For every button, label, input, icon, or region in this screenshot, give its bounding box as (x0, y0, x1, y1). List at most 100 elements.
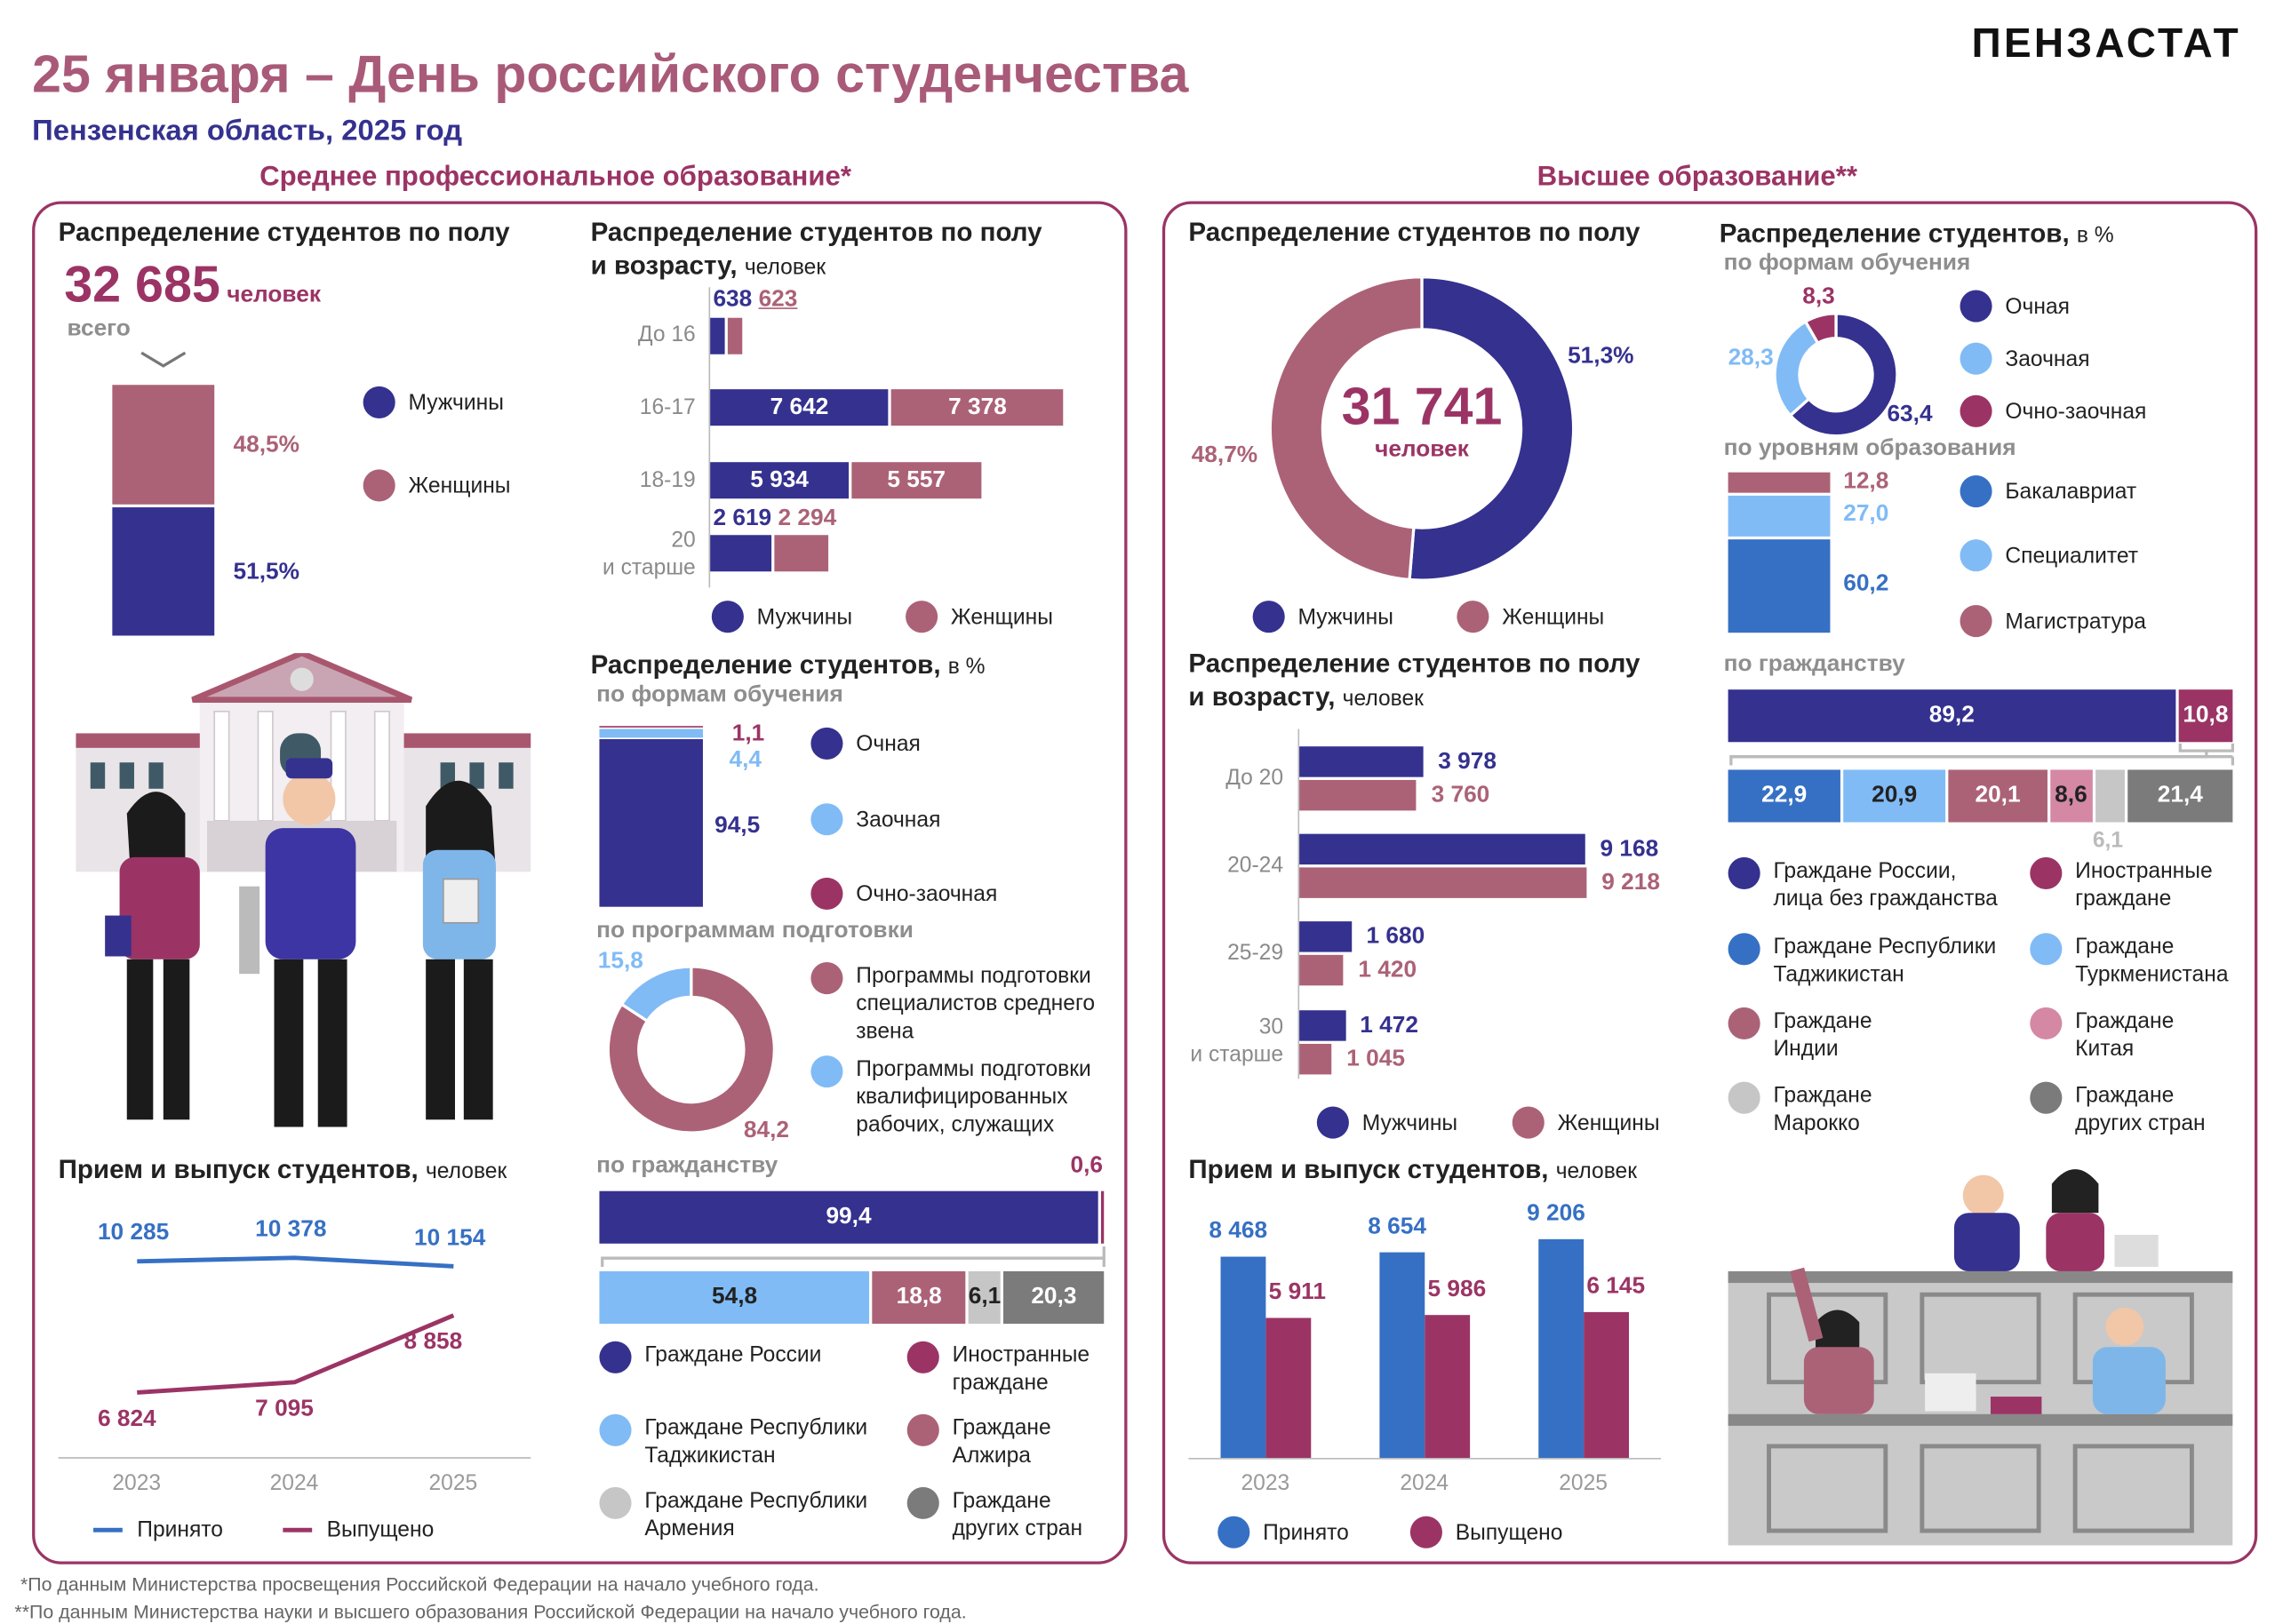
legend-dot (1960, 290, 1992, 322)
legend-dot (1960, 474, 1992, 508)
legend-label: Очно-заочная (856, 880, 998, 906)
legend-graduated: Выпущено (1409, 1516, 1563, 1548)
age-label: До 20 (1225, 765, 1284, 791)
legend-dot (810, 803, 843, 836)
data-label: 8 858 (403, 1330, 463, 1355)
spo-total-caption: всего (67, 316, 131, 341)
legend-label: Заочная (856, 807, 941, 832)
legend-label: Граждане других стран (952, 1488, 1083, 1541)
citizenship-subtitle: по гражданству (1723, 651, 1905, 677)
legend-russia: Граждане России, лица без гражданства (1728, 856, 1998, 912)
spo-age-title: Распределение студентов по полу (590, 217, 1042, 247)
data-label: 10 285 (97, 1220, 170, 1246)
age-row-bars (710, 535, 828, 572)
donut-slice (619, 966, 693, 1023)
citizenship-subtitle: по гражданству (596, 1153, 778, 1178)
axis-line (1297, 728, 1300, 1079)
data-label: 6 145 (1586, 1273, 1646, 1299)
legend-label: Очная (2005, 293, 2070, 319)
legend-label: Граждане Республики Армения (644, 1488, 868, 1541)
bar-men (1299, 1010, 1345, 1041)
year-label: 2025 (1559, 1470, 1608, 1496)
forms-subtitle: по формам обучения (1723, 251, 1971, 276)
legend-label: Заочная (2005, 346, 2090, 371)
data-label: 9 206 (1527, 1201, 1585, 1226)
legend-dot (363, 469, 395, 502)
spo-programs-donut (608, 966, 775, 1134)
section-title-vo: Высшее образование** (1537, 162, 1857, 193)
legend-specialitet: Специалитет (1960, 539, 2138, 572)
legend-dot (1457, 601, 1489, 633)
data-label: 5 911 (1268, 1279, 1326, 1305)
bar-armenia: 6,1 (968, 1270, 1002, 1325)
bar-india: 20,1 (1948, 769, 2048, 823)
legend-label: Выпущено (326, 1517, 435, 1543)
spo-panel: Распределение студентов по полу 32 685 ч… (32, 201, 1128, 1564)
men-value: 638 (713, 287, 753, 313)
legend-label: Граждане других стран (2075, 1083, 2206, 1136)
legend-ochnaya: Очная (1960, 290, 2070, 322)
vo-panel: Распределение студентов по полу 31 741 ч… (1161, 201, 2258, 1564)
men-pct-label: 51,3% (1568, 344, 1634, 370)
footnote-spo: *По данным Министерства просвещения Росс… (20, 1572, 819, 1596)
women-value: 623 (758, 287, 798, 313)
spo-foreign-citizenship-bar: 54,8 18,8 6,1 20,3 (599, 1270, 1105, 1325)
legend-ochnaya: Очная (810, 727, 921, 760)
programs-subtitle: по программам подготовки (596, 918, 914, 943)
legend-label: Мужчины (1297, 604, 1393, 630)
chevron-down-icon (140, 351, 187, 368)
spo-age-title-2: и возрасту, человек (591, 251, 826, 281)
bar-graduated (1584, 1311, 1629, 1458)
legend-china: Граждане Китая (2030, 1007, 2174, 1063)
vo-forms-donut (1775, 313, 1897, 436)
vo-citizenship-bar: 89,2 10,8 (1728, 689, 2233, 743)
legend-label: Мужчины (408, 389, 504, 415)
legend-admitted: Принято (93, 1517, 223, 1542)
legend-dot (363, 386, 395, 418)
bar-tajikistan: 54,8 (599, 1270, 870, 1325)
value-label: 28,3 (1728, 345, 1774, 370)
year-label: 2024 (269, 1470, 319, 1496)
unit: в % (2076, 223, 2114, 248)
vo-total-unit: человек (1375, 437, 1469, 463)
bar-ochno-zaochnaya (599, 726, 703, 728)
unit: в % (947, 654, 986, 680)
unit: человек (1555, 1158, 1638, 1184)
men-value: 2 619 (713, 506, 772, 531)
value-label: 4,4 (729, 747, 762, 773)
vo-dist-title: Распределение студентов, в % (1720, 219, 2114, 249)
legend-label: Граждане России (644, 1342, 822, 1368)
x-axis-line (1188, 1458, 1662, 1460)
value-label-morocco: 6,1 (2092, 828, 2124, 853)
value-label: 94,5 (714, 813, 761, 839)
logo: ПЕНЗАСТАТ (1971, 20, 2242, 66)
bar-graduated (1265, 1317, 1312, 1458)
legend-label: Принято (1263, 1519, 1349, 1545)
spo-citizenship-bar: 99,4 (599, 1190, 1105, 1244)
legend-label: Выпущено (1455, 1519, 1563, 1545)
legend-dot (1316, 1106, 1349, 1139)
vo-total-value: 31 741 (1341, 376, 1503, 436)
legend-dot (906, 1341, 939, 1373)
legend-line (93, 1527, 123, 1532)
age-bar-row: 1 045 (1299, 1043, 1405, 1075)
vo-age-title: Распределение студентов по полу (1188, 649, 1640, 679)
value-label: 3 978 (1438, 748, 1497, 774)
vo-foreign-citizenship-bar: 22,9 20,9 20,1 8,6 21,4 (1728, 769, 2233, 823)
bar-foreign: 10,8 (2178, 689, 2233, 743)
legend-armenia: Граждане Республики Армения (599, 1486, 868, 1542)
legend-label: Мужчины (1361, 1110, 1458, 1135)
legend-label: Очно-заочная (2005, 398, 2147, 424)
bar-women (728, 317, 743, 354)
legend-dot (1960, 342, 1992, 375)
bar-other: 21,4 (2127, 769, 2233, 823)
legend-morocco: Граждане Марокко (1728, 1081, 1872, 1137)
legend-tajikistan: Граждане Республики Таджикистан (1728, 933, 1997, 988)
bar-algeria: 18,8 (873, 1270, 966, 1325)
bar-men (1299, 921, 1353, 952)
bar-women: 7 378 (891, 389, 1064, 426)
bracket-connector (1729, 743, 2235, 766)
bar-men (710, 535, 771, 572)
legend-magistratura: Магистратура (1960, 605, 2146, 638)
legend-label: Граждане Республики Таджикистан (1773, 934, 1997, 987)
